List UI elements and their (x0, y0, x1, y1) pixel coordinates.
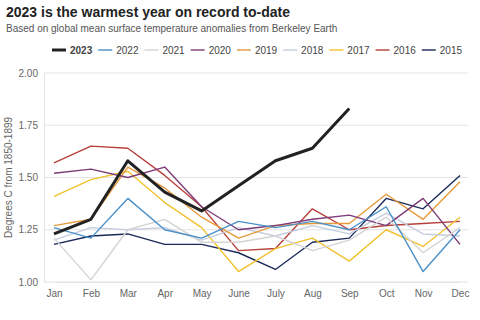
legend-item: 2020 (191, 45, 232, 56)
x-tick: Oct (379, 282, 395, 299)
legend-item: 2016 (376, 45, 417, 56)
x-tick: May (193, 282, 212, 299)
y-tick-label: 1.75 (19, 120, 39, 131)
legend-swatch (329, 49, 343, 50)
series-line (54, 213, 460, 240)
y-axis-line (44, 74, 45, 283)
grid-line (44, 282, 468, 283)
legend-item: 2021 (144, 45, 185, 56)
x-axis-line (55, 282, 461, 283)
x-axis: Jan Feb Mar Apr May June July Aug Sep Oct Nov Dec (46, 282, 469, 299)
legend-swatch (283, 49, 297, 50)
grid-line (44, 229, 468, 230)
x-tick: Apr (157, 282, 173, 299)
legend-swatch (98, 49, 112, 50)
grid (44, 73, 468, 282)
legend-item: 2017 (329, 45, 370, 56)
legend-label: 2017 (347, 45, 370, 56)
legend-label: 2020 (209, 45, 232, 56)
grid-line (44, 125, 468, 126)
y-tick-label: 1.50 (19, 172, 39, 183)
series-line (54, 109, 349, 234)
plot-area (54, 109, 460, 280)
x-tick: Sep (341, 282, 359, 299)
x-tick: Nov (415, 282, 433, 299)
legend-item: 2023 (52, 45, 93, 56)
legend-label: 2023 (70, 45, 93, 56)
series-line (54, 198, 460, 271)
title: 2023 is the warmest year on record to-da… (6, 4, 290, 20)
x-tick: June (228, 282, 250, 299)
y-tick-label: 1.00 (19, 277, 39, 288)
legend-label: 2019 (255, 45, 278, 56)
legend-swatch (52, 49, 66, 52)
x-tick-label: Feb (83, 288, 101, 299)
legend-swatch (237, 49, 251, 50)
legend-label: 2018 (301, 45, 324, 56)
y-tick: 1.25 (19, 224, 44, 235)
grid-line (44, 73, 468, 74)
legend-item: 2022 (98, 45, 139, 56)
series-line (54, 175, 460, 269)
legend-label: 2015 (440, 45, 463, 56)
x-tick: Aug (304, 282, 322, 299)
x-tick: July (267, 282, 285, 299)
x-tick-label: Sep (341, 288, 359, 299)
legend-item: 2018 (283, 45, 324, 56)
grid-line (44, 177, 468, 178)
legend-item: 2019 (237, 45, 278, 56)
x-tick-label: Oct (379, 288, 395, 299)
y-tick: 1.00 (19, 277, 44, 288)
x-tick-label: May (193, 288, 212, 299)
legend-swatch (422, 49, 436, 50)
legend-label: 2021 (162, 45, 185, 56)
x-tick-label: July (267, 288, 285, 299)
legend-swatch (376, 49, 390, 50)
y-axis-title: Degrees C from 1850-1899 (3, 116, 14, 238)
x-tick-label: Jan (46, 288, 62, 299)
x-tick-label: Nov (415, 288, 433, 299)
x-tick: Jan (46, 282, 62, 299)
series-line (54, 217, 460, 280)
y-tick: 2.00 (19, 68, 44, 79)
x-tick: Feb (83, 282, 101, 299)
legend: 2023 2022 2021 2020 2019 2018 2017 2016 2015 (52, 45, 462, 56)
x-tick-label: Dec (452, 288, 470, 299)
y-tick: 1.75 (19, 120, 44, 131)
x-tick-label: Aug (304, 288, 322, 299)
x-tick-label: June (228, 288, 250, 299)
background (0, 0, 480, 320)
legend-item: 2015 (422, 45, 463, 56)
y-tick-label: 2.00 (19, 68, 39, 79)
x-tick: Mar (120, 282, 138, 299)
y-axis: 1.00 1.25 1.50 1.75 2.00 (19, 68, 45, 288)
legend-swatch (144, 49, 158, 50)
x-tick: Dec (452, 282, 470, 299)
y-tick-label: 1.25 (19, 224, 39, 235)
y-tick: 1.50 (19, 172, 44, 183)
legend-label: 2016 (394, 45, 417, 56)
subtitle: Based on global mean surface temperature… (6, 23, 337, 34)
x-tick-label: Mar (120, 288, 138, 299)
legend-swatch (191, 49, 205, 50)
legend-label: 2022 (116, 45, 139, 56)
x-tick-label: Apr (157, 288, 173, 299)
